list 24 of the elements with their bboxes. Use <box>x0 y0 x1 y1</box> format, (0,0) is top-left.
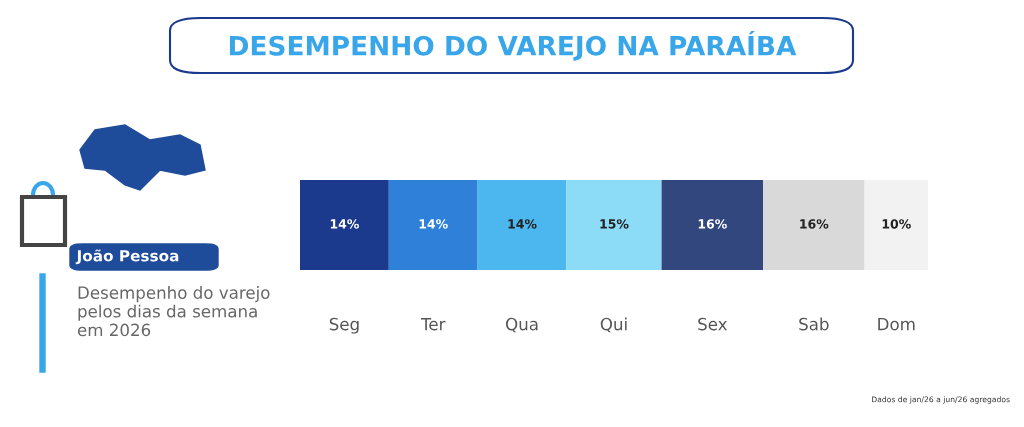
bar <box>763 180 865 270</box>
text: Desempenho do varejo pelos dias da semana em 2026 <box>77 286 270 337</box>
data-label: 16% <box>698 219 727 229</box>
bar <box>661 180 764 270</box>
text: Sab <box>799 317 829 331</box>
text: Sex <box>698 317 727 331</box>
data-label: 15% <box>600 219 629 229</box>
chart-title: DESEMPENHO DO VAREJO NA PARAÍBA <box>229 30 797 61</box>
text: João Pessoa <box>75 249 179 265</box>
bar <box>864 180 928 270</box>
text: Ter <box>420 318 446 331</box>
data-label: 14% <box>330 219 359 229</box>
bar <box>388 180 478 270</box>
text: Seg <box>329 317 359 334</box>
bar <box>300 180 389 270</box>
text: Dom <box>878 318 915 331</box>
data-label: 10% <box>882 219 911 229</box>
data-label: 14% <box>419 219 448 229</box>
bar <box>477 180 567 270</box>
text: Qui <box>600 317 627 333</box>
text: Qua <box>506 317 538 333</box>
data-label: 16% <box>800 219 829 229</box>
bar <box>566 180 662 270</box>
data-label: 14% <box>508 219 537 229</box>
